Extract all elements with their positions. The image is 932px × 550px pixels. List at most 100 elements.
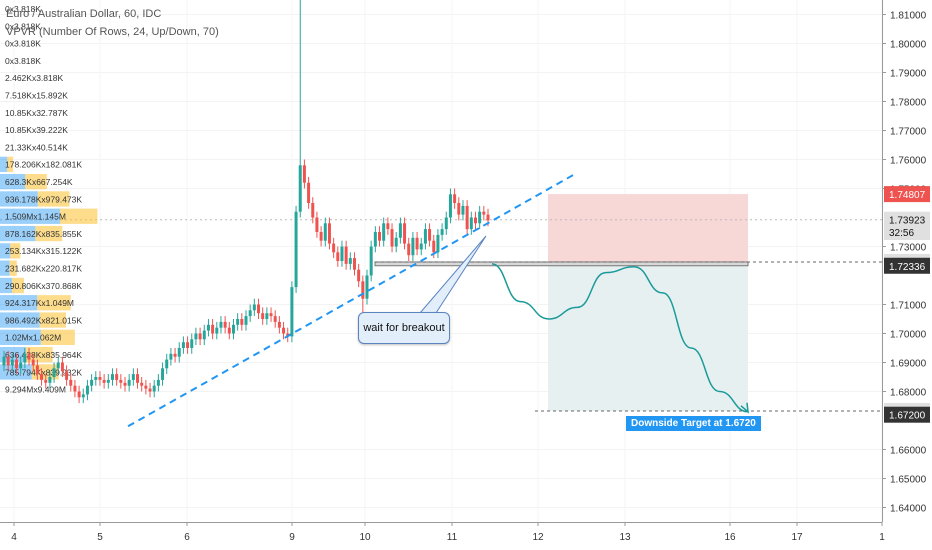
candle: [323, 217, 327, 247]
candle: [27, 348, 31, 366]
vp-row-label: 10.85Kx32.787K: [5, 108, 68, 118]
price-tick-label: 1.68000: [890, 388, 927, 399]
candle: [252, 298, 256, 317]
vp-up-bar: [0, 347, 26, 363]
price-tick-label: 1.64000: [890, 504, 927, 515]
vp-down-bar: [40, 329, 75, 345]
candle: [465, 200, 469, 235]
candle: [315, 211, 319, 238]
breakout-callout[interactable]: wait for breakout: [358, 312, 450, 344]
candle: [2, 350, 6, 372]
time-tick-label: 17: [791, 532, 803, 543]
candle: [386, 217, 390, 235]
downside-target-label[interactable]: Downside Target at 1.6720: [626, 416, 761, 431]
grid-lines: [0, 14, 882, 508]
candle: [148, 382, 152, 398]
projected-price-path: [491, 263, 749, 413]
price-tick-label: 1.81000: [890, 11, 927, 22]
projection-arrowhead: [740, 402, 749, 414]
candle: [15, 353, 19, 375]
candle: [369, 240, 373, 282]
price-tick-label: 1.70000: [890, 330, 927, 341]
candle: [110, 368, 114, 386]
time-tick-label: 5: [97, 532, 103, 543]
vp-row-label: 0x3.818K: [5, 39, 41, 49]
candle: [327, 217, 331, 250]
vp-down-bar: [35, 225, 63, 242]
candle: [194, 327, 198, 346]
candle: [382, 217, 386, 247]
candle: [319, 226, 323, 247]
time-tick-label: 1: [879, 532, 885, 543]
price-tick-label: 1.79000: [890, 69, 927, 80]
candle: [186, 336, 190, 354]
candle: [94, 371, 98, 386]
price-tick-label: 1.73000: [890, 243, 927, 254]
candle: [144, 379, 148, 395]
candle: [202, 324, 206, 346]
candle: [119, 374, 123, 389]
vp-up-bar: [0, 312, 40, 328]
time-tick-label: 13: [619, 532, 631, 543]
candle: [344, 240, 348, 270]
candle: [403, 217, 407, 250]
candle: [181, 336, 185, 354]
candle: [231, 319, 235, 340]
candle: [457, 197, 461, 221]
vp-row-label: 9.294Mx9.409M: [5, 385, 66, 395]
candle: [56, 356, 60, 375]
price-tick-label: 1.69000: [890, 359, 927, 370]
candle: [123, 377, 127, 392]
vp-down-bar: [12, 277, 24, 294]
candle: [156, 374, 160, 392]
candle: [453, 188, 457, 209]
vp-row-label: 1.509Mx1.145M: [5, 212, 66, 222]
candle: [198, 327, 202, 346]
candle: [165, 353, 169, 375]
price-tick-label: 1.66000: [890, 446, 927, 457]
candle: [302, 159, 306, 189]
candle: [177, 342, 181, 363]
candle: [419, 237, 423, 256]
candle: [85, 379, 89, 401]
vp-down-bar: [37, 191, 70, 207]
vp-down-bar: [60, 208, 98, 224]
candle: [236, 313, 240, 331]
time-tick-label: 16: [724, 532, 736, 543]
candle: [6, 350, 10, 372]
stop-zone: [548, 194, 748, 262]
vp-row-label: 7.518Kx15.892K: [5, 91, 68, 101]
vp-row-label: 2.462Kx3.818K: [5, 73, 63, 83]
indicator-label: VPVR (Number Of Rows, 24, Up/Down, 70): [6, 26, 219, 38]
price-marker: [884, 257, 930, 274]
vp-down-bar: [25, 347, 53, 363]
ascending-trendline: [127, 173, 576, 428]
vp-down-bar: [10, 243, 21, 259]
candle: [352, 252, 356, 276]
vp-up-bar: [0, 225, 36, 242]
vp-up-bar: [0, 277, 12, 294]
candle: [35, 359, 39, 380]
symbol-title: Euro / Australian Dollar, 60, IDC: [6, 8, 162, 20]
candle: [461, 200, 465, 221]
price-tick-label: 1.77000: [890, 127, 927, 138]
time-tick-label: 11: [447, 532, 458, 543]
candle: [394, 232, 398, 253]
time-axis[interactable]: 4 5 6 9 10 11 12 13 16 17 1: [0, 522, 885, 543]
candle: [161, 362, 165, 386]
candle: [365, 269, 369, 305]
vp-down-bar: [37, 295, 71, 311]
vp-row-label: 628.3Kx667.254K: [5, 177, 73, 187]
price-axis-bg: [882, 0, 932, 550]
trend-line[interactable]: [127, 173, 576, 428]
vp-row-label: 21.33Kx40.514K: [5, 142, 68, 152]
price-tick-label: 1.65000: [890, 475, 927, 486]
vp-row-label: 0x3.818K: [5, 4, 41, 14]
candle: [248, 304, 252, 322]
vp-up-bar: [0, 295, 38, 311]
candle: [60, 356, 64, 377]
candle: [444, 211, 448, 235]
candle: [290, 281, 294, 343]
price-axis[interactable]: 1.81000 1.80000 1.79000 1.78000 1.77000 1.760…: [882, 0, 932, 550]
